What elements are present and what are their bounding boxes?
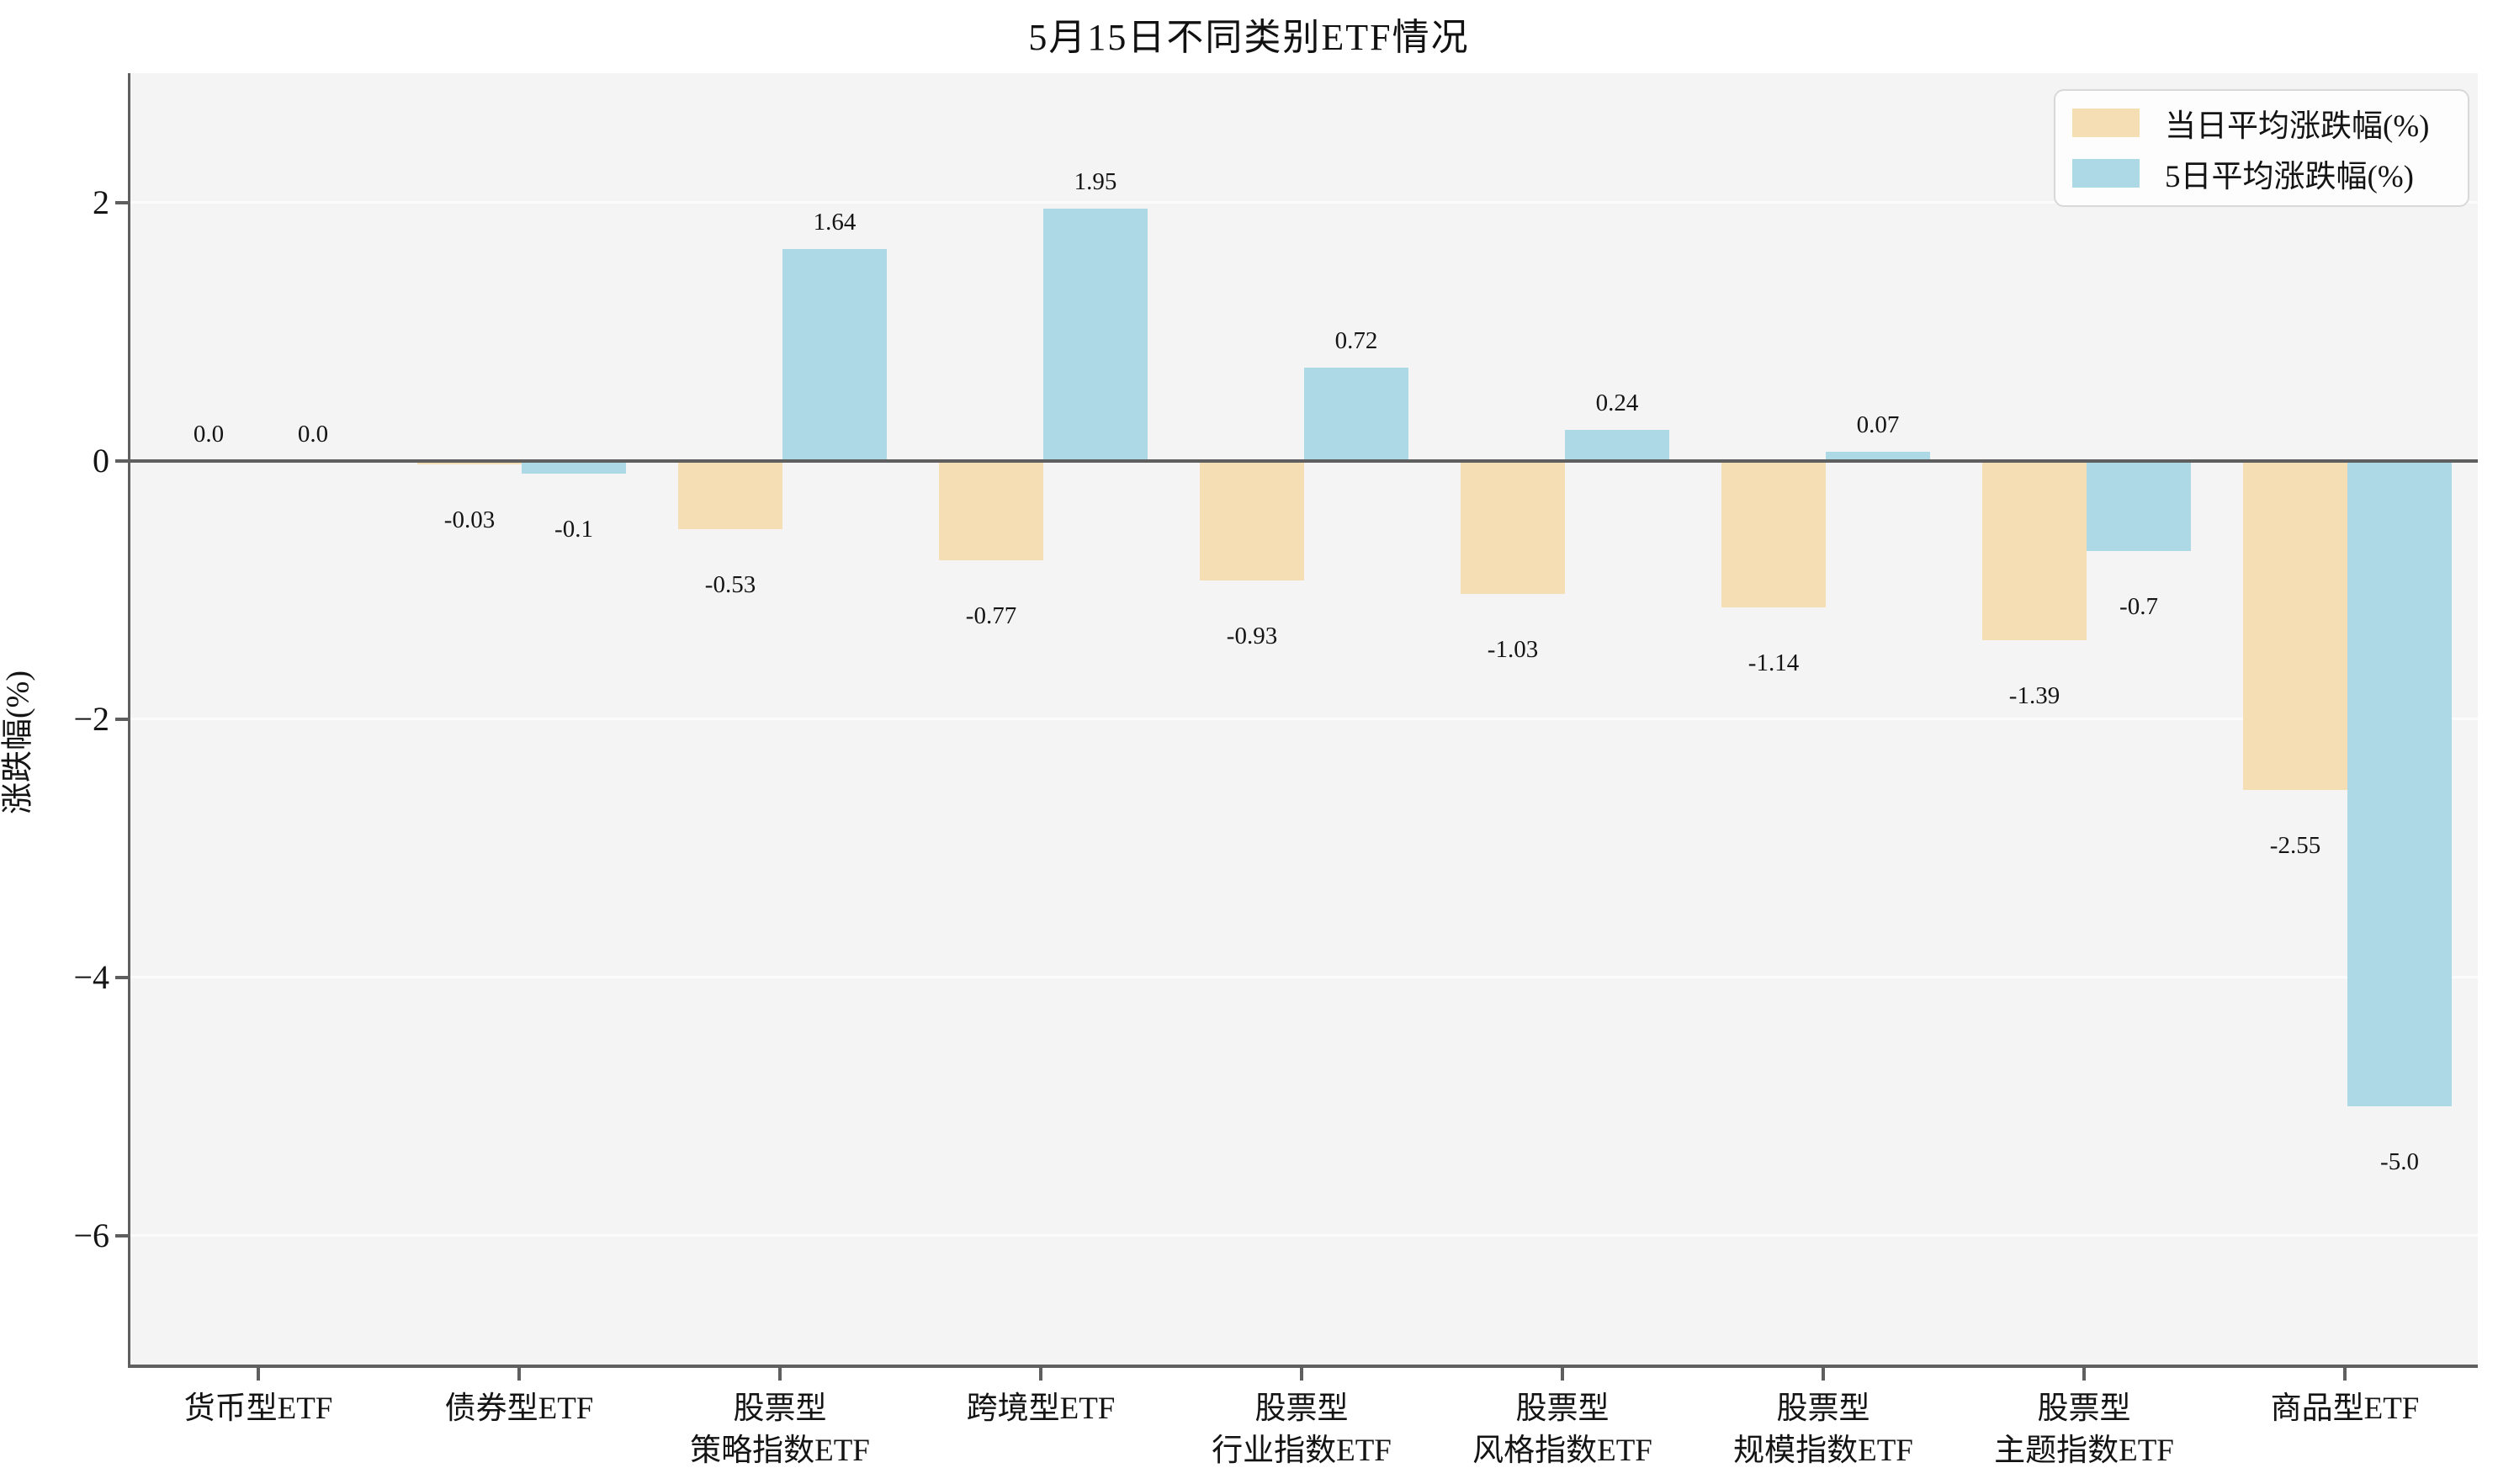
legend-swatch-daily	[2072, 109, 2140, 138]
x-tick-label: 商品型ETF	[2270, 1391, 2420, 1426]
bar-series1-7	[1982, 460, 2087, 640]
y-tick-mark	[115, 458, 128, 463]
bar-series1-2	[678, 460, 782, 529]
x-tick-label: 股票型 风格指数ETF	[1472, 1391, 1652, 1468]
x-tick-mark	[1039, 1368, 1042, 1381]
y-axis-title: 涨跌幅(%)	[0, 670, 36, 814]
bar-series1-4	[1200, 460, 1304, 581]
x-tick-mark	[1300, 1368, 1303, 1381]
bar-series1-6	[1721, 460, 1826, 608]
bar-value-label: -0.03	[443, 506, 496, 534]
bar-series1-8	[2243, 460, 2347, 790]
bar-value-label: -2.55	[2269, 831, 2321, 859]
x-tick-label: 股票型 行业指数ETF	[1212, 1391, 1392, 1468]
legend-label-5day: 5日平均涨跌幅(%)	[2165, 159, 2414, 194]
bar-value-label: -0.1	[554, 515, 593, 543]
bar-value-label: -1.39	[2008, 681, 2060, 709]
bar-series1-3	[939, 460, 1043, 560]
bar-series2-5	[1565, 429, 1669, 461]
x-tick-mark	[1822, 1368, 1825, 1381]
bar-series2-2	[782, 248, 887, 461]
bar-value-label: 0.72	[1334, 326, 1378, 354]
gridline	[130, 976, 2478, 978]
legend-item-series2: 5日平均涨跌幅(%)	[2072, 151, 2451, 196]
bar-series2-7	[2087, 460, 2191, 551]
bar-value-label: -0.53	[704, 570, 756, 598]
chart-title: 5月15日不同类别ETF情况	[1028, 17, 1470, 58]
zero-axis-line	[130, 458, 2478, 463]
y-tick-label: −2	[73, 699, 109, 738]
x-tick-label: 股票型 规模指数ETF	[1733, 1391, 1913, 1468]
y-tick-label: 2	[93, 183, 109, 221]
x-tick-label: 货币型ETF	[183, 1391, 333, 1426]
bar-series1-5	[1461, 460, 1565, 594]
bar-series2-3	[1043, 209, 1148, 461]
y-tick-mark	[115, 1233, 128, 1238]
bar-series2-4	[1304, 367, 1408, 461]
bar-value-label: 0.07	[1856, 411, 1900, 438]
y-tick-mark	[115, 717, 128, 721]
bar-series2-6	[1826, 451, 1930, 461]
x-tick-mark	[778, 1368, 782, 1381]
x-tick-label: 股票型 策略指数ETF	[690, 1391, 870, 1468]
gridline	[130, 1234, 2478, 1237]
bar-value-label: 1.64	[813, 208, 857, 236]
bar-value-label: -1.14	[1748, 649, 1800, 677]
x-tick-mark	[517, 1368, 521, 1381]
x-tick-label: 跨境型ETF	[966, 1391, 1116, 1426]
y-tick-label: −6	[73, 1216, 109, 1254]
bar-value-label: 1.95	[1074, 168, 1117, 196]
bar-value-label: -0.77	[965, 602, 1017, 629]
x-tick-mark	[257, 1368, 260, 1381]
legend-label-daily: 当日平均涨跌幅(%)	[2165, 109, 2430, 145]
bar-value-label: -0.7	[2119, 592, 2158, 620]
x-tick-mark	[2082, 1368, 2086, 1381]
y-tick-mark	[115, 975, 128, 979]
gridline	[130, 201, 2478, 204]
x-tick-label: 债券型ETF	[444, 1391, 594, 1426]
bar-value-label: 0.24	[1595, 389, 1639, 416]
plot-area: 0.0 -0.03 -0.53 -0.77 -0.93 -1.03 -1.14 -1.39 -2…	[128, 73, 2478, 1368]
bar-value-label: -0.93	[1226, 623, 1278, 650]
x-tick-mark	[1561, 1368, 1564, 1381]
bar-value-label: 0.0	[297, 420, 329, 448]
legend: 当日平均涨跌幅(%) 5日平均涨跌幅(%)	[2054, 89, 2469, 207]
y-tick-mark	[115, 200, 128, 204]
bar-series2-1	[522, 460, 626, 474]
bar-value-label: -1.03	[1487, 635, 1539, 663]
bar-series1-1	[417, 460, 522, 465]
bar-value-label: 0.0	[193, 420, 225, 448]
x-tick-label: 股票型 主题指数ETF	[1994, 1391, 2174, 1468]
legend-item-series1: 当日平均涨跌幅(%)	[2072, 100, 2451, 146]
bar-series2-8	[2347, 460, 2452, 1106]
y-tick-label: 0	[93, 441, 109, 480]
x-tick-mark	[2343, 1368, 2347, 1381]
gridline	[130, 718, 2478, 720]
legend-swatch-5day	[2072, 158, 2140, 188]
y-tick-label: −4	[73, 957, 109, 996]
bar-value-label: -5.0	[2380, 1148, 2419, 1175]
